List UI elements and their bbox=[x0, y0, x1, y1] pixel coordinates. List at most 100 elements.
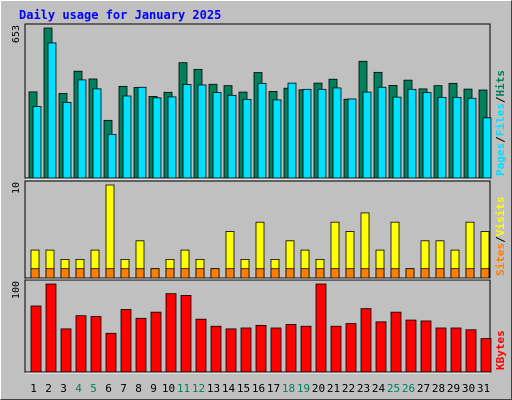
bar-files-31 bbox=[482, 117, 492, 179]
bar-files-18 bbox=[287, 82, 297, 179]
bar-files-4 bbox=[77, 79, 87, 179]
bar-sites-20 bbox=[315, 268, 325, 279]
bar-sites-23 bbox=[360, 268, 370, 279]
x-tick-label-7: 7 bbox=[120, 382, 127, 395]
bar-sites-17 bbox=[270, 268, 280, 279]
bar-kbytes-18 bbox=[285, 324, 297, 373]
x-tick-label-11: 11 bbox=[177, 382, 190, 395]
bar-files-20 bbox=[317, 88, 327, 179]
bar-sites-27 bbox=[420, 268, 430, 279]
x-tick-label-3: 3 bbox=[60, 382, 67, 395]
bar-files-28 bbox=[437, 96, 447, 179]
bar-sites-8 bbox=[135, 268, 145, 279]
x-tick-label-26: 26 bbox=[402, 382, 415, 395]
x-tick-label-1: 1 bbox=[30, 382, 37, 395]
x-tick-label-8: 8 bbox=[135, 382, 142, 395]
x-tick-label-10: 10 bbox=[162, 382, 175, 395]
legend-item: / bbox=[494, 96, 507, 103]
legend-hits-files-pages: Pages/Files/Hits bbox=[494, 70, 507, 176]
legend-item: / bbox=[494, 236, 507, 243]
bar-files-5 bbox=[92, 88, 102, 179]
bar-kbytes-4 bbox=[75, 315, 87, 373]
bar-kbytes-16 bbox=[255, 324, 267, 373]
bar-files-16 bbox=[257, 82, 267, 179]
bar-kbytes-8 bbox=[135, 317, 147, 373]
bar-sites-4 bbox=[75, 268, 85, 279]
bar-kbytes-25 bbox=[390, 311, 402, 373]
bar-kbytes-10 bbox=[165, 293, 177, 373]
legend-item: Visits bbox=[494, 197, 507, 237]
x-tick-label-24: 24 bbox=[372, 382, 386, 395]
legend-item: KBytes bbox=[494, 330, 507, 370]
bar-files-6 bbox=[107, 133, 117, 179]
bar-sites-21 bbox=[330, 268, 340, 279]
x-tick-label-17: 17 bbox=[267, 382, 280, 395]
bar-files-12 bbox=[197, 84, 207, 179]
bar-sites-28 bbox=[435, 268, 445, 279]
bar-sites-25 bbox=[390, 268, 400, 279]
bar-files-1 bbox=[32, 106, 42, 179]
bar-kbytes-12 bbox=[195, 318, 207, 373]
bar-visits-23 bbox=[360, 212, 370, 279]
x-tick-label-14: 14 bbox=[222, 382, 236, 395]
ymax-label-kbytes: 100 bbox=[11, 281, 22, 299]
bar-files-19 bbox=[302, 88, 312, 179]
x-tick-label-19: 19 bbox=[297, 382, 310, 395]
bar-sites-22 bbox=[345, 268, 355, 279]
bar-files-25 bbox=[392, 96, 402, 179]
bar-files-29 bbox=[452, 96, 462, 179]
bar-files-13 bbox=[212, 92, 222, 179]
x-tick-label-18: 18 bbox=[282, 382, 295, 395]
x-tick-label-12: 12 bbox=[192, 382, 205, 395]
ymax-label-hits-files-pages: 653 bbox=[11, 25, 22, 43]
bar-sites-13 bbox=[210, 268, 220, 279]
bar-kbytes-23 bbox=[360, 308, 372, 373]
bar-sites-31 bbox=[480, 268, 490, 279]
x-tick-label-5: 5 bbox=[90, 382, 97, 395]
bar-sites-9 bbox=[150, 268, 160, 279]
bar-files-23 bbox=[362, 91, 372, 179]
bar-kbytes-19 bbox=[300, 325, 312, 373]
bar-files-2 bbox=[47, 42, 57, 179]
bar-sites-15 bbox=[240, 268, 250, 279]
bar-sites-14 bbox=[225, 268, 235, 279]
bar-visits-6 bbox=[105, 184, 115, 279]
bar-files-15 bbox=[242, 99, 252, 179]
bar-sites-11 bbox=[180, 268, 190, 279]
bar-files-27 bbox=[422, 92, 432, 179]
bar-kbytes-22 bbox=[345, 323, 357, 373]
x-tick-label-16: 16 bbox=[252, 382, 265, 395]
bar-sites-26 bbox=[405, 268, 415, 279]
bar-sites-19 bbox=[300, 268, 310, 279]
x-tick-label-15: 15 bbox=[237, 382, 250, 395]
x-tick-label-21: 21 bbox=[327, 382, 340, 395]
x-tick-label-4: 4 bbox=[75, 382, 82, 395]
bar-files-26 bbox=[407, 88, 417, 179]
bar-kbytes-13 bbox=[210, 325, 222, 373]
legend-item: Files bbox=[494, 103, 507, 136]
bar-files-14 bbox=[227, 94, 237, 179]
bar-sites-5 bbox=[90, 268, 100, 279]
x-tick-label-31: 31 bbox=[477, 382, 490, 395]
x-tick-label-28: 28 bbox=[432, 382, 445, 395]
bar-sites-18 bbox=[285, 268, 295, 279]
legend-item: Pages bbox=[494, 143, 507, 176]
bar-kbytes-27 bbox=[420, 320, 432, 373]
bar-sites-29 bbox=[450, 268, 460, 279]
legend-item: Hits bbox=[494, 70, 507, 97]
bar-files-7 bbox=[122, 95, 132, 179]
bar-kbytes-29 bbox=[450, 327, 462, 373]
bar-files-9 bbox=[152, 97, 162, 179]
bar-kbytes-5 bbox=[90, 316, 102, 373]
bar-kbytes-1 bbox=[30, 305, 42, 373]
bar-files-17 bbox=[272, 99, 282, 179]
bar-kbytes-24 bbox=[375, 321, 387, 373]
bar-files-22 bbox=[347, 98, 357, 179]
x-tick-label-30: 30 bbox=[462, 382, 475, 395]
legend-item: / bbox=[494, 136, 507, 143]
x-tick-label-29: 29 bbox=[447, 382, 460, 395]
bar-kbytes-31 bbox=[480, 338, 492, 373]
x-tick-label-22: 22 bbox=[342, 382, 355, 395]
bar-sites-24 bbox=[375, 268, 385, 279]
